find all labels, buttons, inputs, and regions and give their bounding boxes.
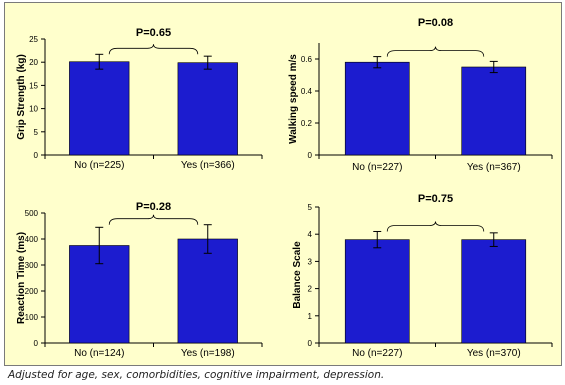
significance-bracket bbox=[108, 44, 199, 55]
bar bbox=[461, 239, 527, 344]
y-tick-label: 400 bbox=[25, 235, 39, 244]
y-tick-label: 300 bbox=[25, 261, 39, 270]
chart-4: 0 1 2 3 4 5 No (n=227) Yes (n=370) P=0.75 Balance… bbox=[292, 193, 553, 359]
p-value-label: P=0.08 bbox=[418, 17, 453, 29]
y-axis-title: Reaction Time (ms) bbox=[16, 232, 27, 324]
y-tick-label: 10 bbox=[29, 105, 38, 114]
y-tick-label: 0 bbox=[308, 339, 313, 348]
category-label: No (n=124) bbox=[74, 348, 124, 359]
y-tick-label: 0 bbox=[308, 151, 313, 160]
y-axis-title: Balance Scale bbox=[292, 241, 303, 309]
bar bbox=[177, 62, 238, 156]
y-tick-label: 15 bbox=[29, 81, 38, 90]
y-axis-title: Grip Strength (kg) bbox=[16, 54, 27, 140]
bar bbox=[69, 61, 130, 156]
y-tick-label: 2 bbox=[308, 285, 313, 294]
category-label: No (n=227) bbox=[352, 162, 402, 173]
y-tick-label: 0.4 bbox=[301, 87, 313, 96]
y-tick-label: 0 bbox=[34, 151, 39, 160]
y-tick-label: 25 bbox=[29, 35, 38, 44]
category-label: Yes (n=366) bbox=[181, 160, 235, 171]
y-tick-label: 1 bbox=[308, 312, 313, 321]
bar bbox=[177, 238, 238, 344]
p-value-label: P=0.28 bbox=[136, 201, 171, 213]
category-label: No (n=227) bbox=[352, 348, 402, 359]
footnote: Adjusted for age, sex, comorbidities, co… bbox=[8, 369, 385, 381]
y-tick-label: 100 bbox=[25, 313, 39, 322]
y-tick-label: 20 bbox=[29, 58, 38, 67]
bar bbox=[344, 239, 410, 344]
y-tick-label: 3 bbox=[308, 257, 313, 266]
y-tick-label: 4 bbox=[308, 230, 313, 239]
category-label: No (n=225) bbox=[74, 160, 124, 171]
bar bbox=[461, 66, 527, 156]
category-label: Yes (n=367) bbox=[467, 162, 521, 173]
significance-bracket bbox=[108, 214, 199, 225]
category-label: Yes (n=370) bbox=[467, 348, 521, 359]
y-tick-label: 0 bbox=[34, 339, 39, 348]
bar bbox=[344, 61, 410, 156]
y-tick-label: 5 bbox=[34, 128, 39, 137]
chart-3: 0 100 200 300 400 500 No (n=124) Yes (n=198) P=0… bbox=[16, 201, 263, 359]
chart-2: 0 0.2 0.4 0.6 No (n=227) Yes (n=367) P=0.08 Wal… bbox=[288, 17, 553, 173]
significance-bracket bbox=[386, 46, 485, 57]
y-axis-title: Walking speed m/s bbox=[288, 54, 299, 144]
y-tick-label: 5 bbox=[308, 203, 313, 212]
y-tick-label: 500 bbox=[25, 209, 39, 218]
category-label: Yes (n=198) bbox=[181, 348, 235, 359]
p-value-label: P=0.65 bbox=[136, 27, 171, 39]
chart-1: 0 5 10 15 20 25 No (n=225) Yes (n=366) P=0.65 Gri… bbox=[16, 27, 263, 171]
significance-bracket bbox=[386, 221, 485, 232]
p-value-label: P=0.75 bbox=[418, 193, 453, 205]
y-tick-label: 0.2 bbox=[301, 119, 313, 128]
y-tick-label: 0.6 bbox=[301, 55, 313, 64]
y-tick-label: 200 bbox=[25, 287, 39, 296]
